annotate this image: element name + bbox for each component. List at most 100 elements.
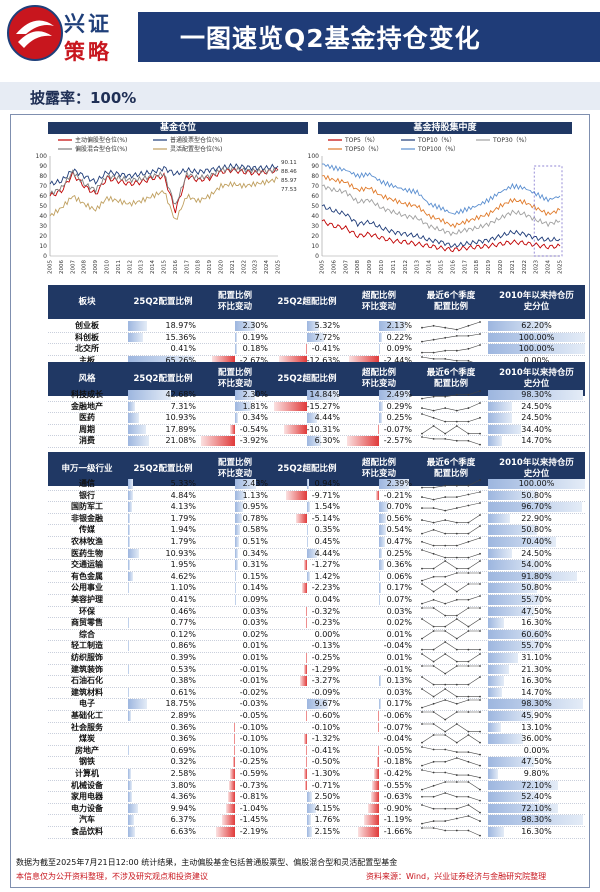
- sparkline-path: [421, 390, 481, 399]
- alloc-bar: [128, 769, 131, 779]
- percentile-bar: [488, 618, 504, 628]
- sparkline-path: [422, 792, 481, 802]
- sparkline-path: [421, 676, 481, 686]
- row-divider: [48, 652, 585, 653]
- alloc-bar: [128, 424, 146, 435]
- sparkline: [421, 560, 481, 570]
- y-tick-label: 40: [39, 213, 47, 220]
- row-divider: [48, 501, 585, 503]
- percentile-value: 100.00%: [518, 332, 555, 342]
- over-value: 2.15%: [314, 827, 340, 836]
- y-tick-label: 10: [39, 243, 47, 250]
- row-divider: [48, 617, 585, 619]
- ochg-bar: [378, 734, 379, 744]
- table-row: 科技成长 42.68% 2.30% 14.84% 2.49% 98.30%: [48, 389, 585, 401]
- column-header: 最近6个季度 配置比例: [426, 458, 476, 479]
- row-name: 建筑装饰: [71, 664, 103, 674]
- column-header: 25Q2超配比例: [277, 297, 337, 307]
- column-header: 超配比例 环比变动: [361, 368, 396, 389]
- over-bar: [307, 815, 311, 825]
- over-value: -9.71%: [311, 490, 340, 500]
- percentile-bar: [488, 513, 511, 524]
- row-divider: [48, 400, 585, 402]
- ochg-value: -0.07%: [383, 424, 412, 434]
- percentile-value: 16.30%: [521, 618, 552, 628]
- table-row: 基础化工 2.89% -0.05% -0.60% -0.06% 45.90%: [48, 710, 585, 722]
- sparkline-path: [421, 333, 481, 342]
- over-bar: [284, 424, 307, 435]
- row-divider: [48, 826, 585, 827]
- chg-value: 0.09%: [242, 595, 268, 604]
- percentile-value: 98.30%: [521, 699, 552, 709]
- legend-label: TOP50（%）: [344, 146, 382, 153]
- over-value: -0.60%: [311, 711, 340, 720]
- ochg-bar: [379, 479, 409, 489]
- table-row: 国防军工 4.13% 0.95% 1.54% 0.70% 96.70%: [48, 501, 585, 513]
- sparkline: [421, 687, 481, 698]
- percentile-value: 0.00%: [523, 355, 550, 365]
- chg-value: -0.10%: [239, 745, 268, 755]
- over-bar: [299, 676, 307, 686]
- sparkline-path: [421, 491, 481, 500]
- y-tick-label: 70: [39, 183, 47, 190]
- x-tick-label: 2021: [230, 260, 236, 274]
- over-bar: [307, 321, 319, 331]
- over-bar: [295, 513, 307, 524]
- chg-bar: [235, 390, 256, 400]
- chg-value: -1.45%: [239, 815, 268, 825]
- title-banner: [138, 12, 600, 62]
- column-header: 2010年以来持仓历 史分位: [499, 291, 574, 312]
- alloc-bar: [128, 583, 130, 593]
- row-name: 创业板: [75, 321, 99, 330]
- row-name: 煤炭: [79, 734, 95, 744]
- row-divider: [48, 837, 585, 839]
- row-name: 美容护理: [71, 595, 103, 604]
- panel-title-position: 基金仓位: [48, 122, 308, 134]
- table-row: 食品饮料 6.63% -2.19% 2.15% -1.66% 16.30%: [48, 826, 585, 838]
- alloc-bar: [128, 780, 132, 791]
- sparkline-point: [479, 776, 481, 779]
- percentile-bar: [488, 664, 509, 675]
- chg-bar: [230, 424, 235, 435]
- row-name: 消费: [79, 436, 95, 446]
- alloc-bar: [128, 332, 144, 343]
- row-name: 家用电器: [71, 792, 103, 802]
- y-tick-label: 50: [311, 203, 319, 210]
- row-divider: [48, 582, 585, 584]
- percentile-bar: [488, 722, 501, 733]
- sparkline-path: [421, 618, 481, 628]
- over-bar: [305, 757, 307, 767]
- row-name: 通信: [79, 479, 95, 488]
- sparkline: [421, 344, 481, 354]
- chg-value: 2.30%: [242, 321, 268, 330]
- over-bar: [307, 792, 313, 802]
- chg-bar: [222, 815, 235, 825]
- percentile-bar: [488, 699, 584, 709]
- percentile-bar: [488, 827, 504, 837]
- alloc-bar: [128, 815, 135, 825]
- chg-value: -0.54%: [239, 424, 268, 434]
- alloc-value: 0.39%: [170, 653, 196, 662]
- alloc-bar: [128, 664, 129, 675]
- alloc-bar: [128, 618, 129, 628]
- row-name: 建筑材料: [71, 687, 103, 697]
- sparkline-path: [421, 758, 481, 767]
- position-line-chart: 0 10 20 30 40 50 60 70 80 90 100 2005 2006 2007 2008 20…: [36, 136, 298, 274]
- sparkline-point: [479, 332, 481, 335]
- alloc-bar: [128, 641, 129, 651]
- over-value: 0.94%: [314, 479, 340, 488]
- over-value: 0.04%: [314, 595, 340, 604]
- alloc-bar: [128, 537, 130, 547]
- alloc-bar: [128, 479, 134, 489]
- percentile-value: 16.30%: [521, 676, 552, 686]
- row-name: 电子: [79, 699, 95, 709]
- footnote-data-note: 数据为截至2025年7月21日12:00 统计结果，主动偏股基金包括普通股票型、…: [16, 858, 398, 867]
- ochg-value: -0.63%: [383, 792, 412, 802]
- ochg-value: 0.13%: [386, 676, 412, 686]
- sparkline: [421, 401, 481, 412]
- over-bar: [304, 560, 307, 570]
- row-name: 环保: [79, 606, 95, 616]
- percentile-bar: [488, 344, 585, 354]
- chg-value: -0.59%: [239, 769, 268, 778]
- row-name: 主板: [79, 355, 95, 365]
